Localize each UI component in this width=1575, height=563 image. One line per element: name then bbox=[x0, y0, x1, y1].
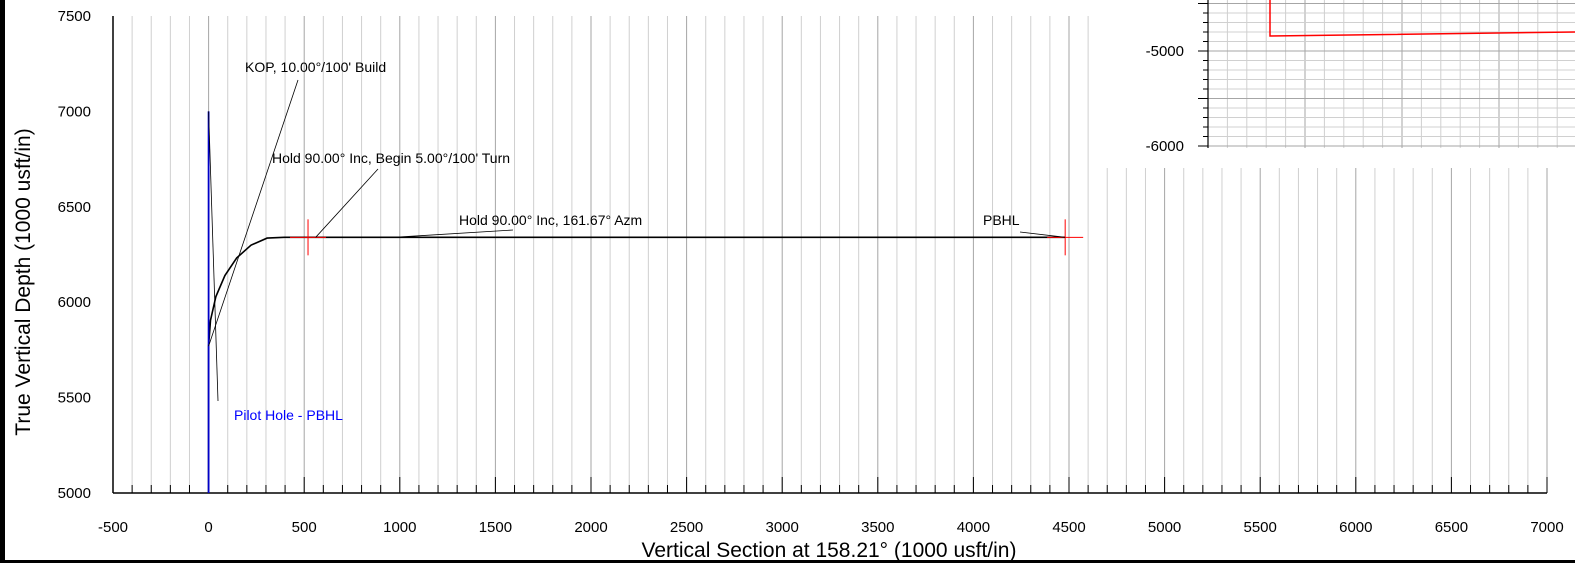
inset-y-tick-label: -6000 bbox=[1146, 138, 1184, 155]
x-tick-label: 4000 bbox=[957, 519, 990, 536]
annotation-label: PBHL bbox=[983, 212, 1020, 228]
left-edge-bar bbox=[0, 0, 5, 563]
x-tick-label: 2500 bbox=[670, 519, 703, 536]
x-tick-label: 500 bbox=[292, 519, 317, 536]
inset-background bbox=[1095, 0, 1575, 168]
y-tick-label: 7500 bbox=[58, 8, 91, 25]
annotation-layer: KOP, 10.00°/100' Build Hold 90.00° Inc, B… bbox=[208, 59, 1066, 423]
bottom-edge-bar bbox=[0, 560, 1575, 563]
annotation-leader bbox=[315, 168, 379, 238]
y-tick-label: 6000 bbox=[58, 294, 91, 311]
annotation-leader bbox=[208, 111, 219, 402]
annotation-label: Hold 90.00° Inc, Begin 5.00°/100' Turn bbox=[272, 150, 510, 166]
y-axis-title: True Vertical Depth (1000 usft/in) bbox=[12, 128, 35, 435]
y-tick-label: 5500 bbox=[58, 390, 91, 407]
plan-view-inset: -5000 -6000 bbox=[1095, 0, 1575, 168]
annotation-label: Hold 90.00° Inc, 161.67° Azm bbox=[459, 212, 642, 228]
inset-y-tick-label: -5000 bbox=[1146, 43, 1184, 60]
grid-lines bbox=[112, 16, 1548, 493]
y-tick-label: 7000 bbox=[58, 103, 91, 120]
x-tick-label: 7000 bbox=[1530, 519, 1563, 536]
annotation-leader bbox=[1019, 231, 1066, 238]
x-tick-label: 3500 bbox=[861, 519, 894, 536]
annotation-label: Pilot Hole - PBHL bbox=[234, 407, 343, 423]
x-tick-label: 3000 bbox=[766, 519, 799, 536]
x-tick-label: 5500 bbox=[1244, 519, 1277, 536]
x-tick-label: 6500 bbox=[1435, 519, 1468, 536]
x-tick-label: 4500 bbox=[1052, 519, 1085, 536]
inset-plan-path bbox=[1269, 0, 1575, 37]
x-tick-label: 0 bbox=[204, 519, 212, 536]
x-tick-label: 6000 bbox=[1339, 519, 1372, 536]
x-tick-label: 5000 bbox=[1148, 519, 1181, 536]
y-tick-label: 6500 bbox=[58, 199, 91, 216]
x-tick-label: 2000 bbox=[574, 519, 607, 536]
x-tick-label: 1000 bbox=[383, 519, 416, 536]
annotation-leader bbox=[394, 229, 514, 238]
x-tick-label: 1500 bbox=[479, 519, 512, 536]
annotation-label: KOP, 10.00°/100' Build bbox=[245, 59, 386, 75]
x-tick-label: -500 bbox=[98, 519, 128, 536]
x-axis-title: Vertical Section at 158.21° (1000 usft/i… bbox=[642, 539, 1017, 562]
annotation-leader bbox=[208, 79, 299, 347]
y-tick-label: 5000 bbox=[58, 485, 91, 502]
